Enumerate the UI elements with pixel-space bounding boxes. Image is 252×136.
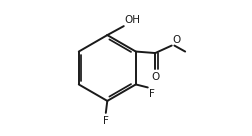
Text: OH: OH	[124, 15, 141, 25]
Text: O: O	[151, 72, 159, 82]
Text: O: O	[172, 35, 181, 45]
Text: F: F	[103, 116, 109, 126]
Text: F: F	[149, 89, 155, 99]
